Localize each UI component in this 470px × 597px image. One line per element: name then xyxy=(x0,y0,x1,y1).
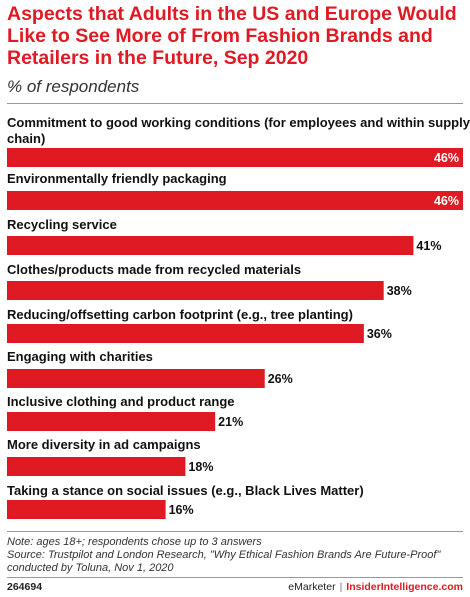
chart-subtitle: % of respondents xyxy=(7,77,140,96)
footnote: Note: ages 18+; respondents chose up to … xyxy=(7,536,465,575)
chart-id: 264694 xyxy=(7,581,43,593)
footer-divider xyxy=(7,531,463,532)
value-label: 46% xyxy=(434,151,459,165)
chart-title: Aspects that Adults in the US and Europe… xyxy=(7,3,457,69)
bar xyxy=(7,191,463,210)
bar xyxy=(7,148,463,167)
note-text: Note: ages 18+; respondents chose up to … xyxy=(7,536,262,548)
category-label: Clothes/products made from recycled mate… xyxy=(7,262,301,277)
bar xyxy=(7,457,186,476)
category-label: Inclusive clothing and product range xyxy=(7,394,235,409)
bar xyxy=(7,324,364,343)
brand-separator: | xyxy=(339,581,343,593)
value-label: 18% xyxy=(188,460,213,474)
bar xyxy=(7,281,384,300)
bar xyxy=(7,369,265,388)
category-label: Environmentally friendly packaging xyxy=(7,171,227,186)
bottom-divider xyxy=(7,577,463,578)
brand-credit: eMarketer | InsiderIntelligence.com xyxy=(288,581,463,593)
value-label: 38% xyxy=(387,284,412,298)
source-text: Source: Trustpilot and London Research, … xyxy=(7,549,441,574)
value-label: 36% xyxy=(367,327,392,341)
header-divider xyxy=(7,103,463,104)
category-label: Reducing/offsetting carbon footprint (e.… xyxy=(7,307,353,322)
category-label: Taking a stance on social issues (e.g., … xyxy=(7,483,364,498)
bar xyxy=(7,500,166,519)
value-label: 21% xyxy=(218,415,243,429)
brand-emarketer: eMarketer xyxy=(288,581,336,593)
brand-insider-intelligence: InsiderIntelligence.com xyxy=(346,581,463,593)
value-label: 26% xyxy=(268,372,293,386)
category-label: Recycling service xyxy=(7,217,117,232)
category-label: Engaging with charities xyxy=(7,349,153,364)
value-label: 41% xyxy=(416,239,441,253)
category-label: More diversity in ad campaigns xyxy=(7,437,201,452)
bar xyxy=(7,236,414,255)
category-label: Commitment to good working conditions (f… xyxy=(7,115,470,146)
value-label: 16% xyxy=(169,503,194,517)
bar xyxy=(7,412,216,431)
value-label: 46% xyxy=(434,194,459,208)
bar-chart: Commitment to good working conditions (f… xyxy=(7,115,470,519)
